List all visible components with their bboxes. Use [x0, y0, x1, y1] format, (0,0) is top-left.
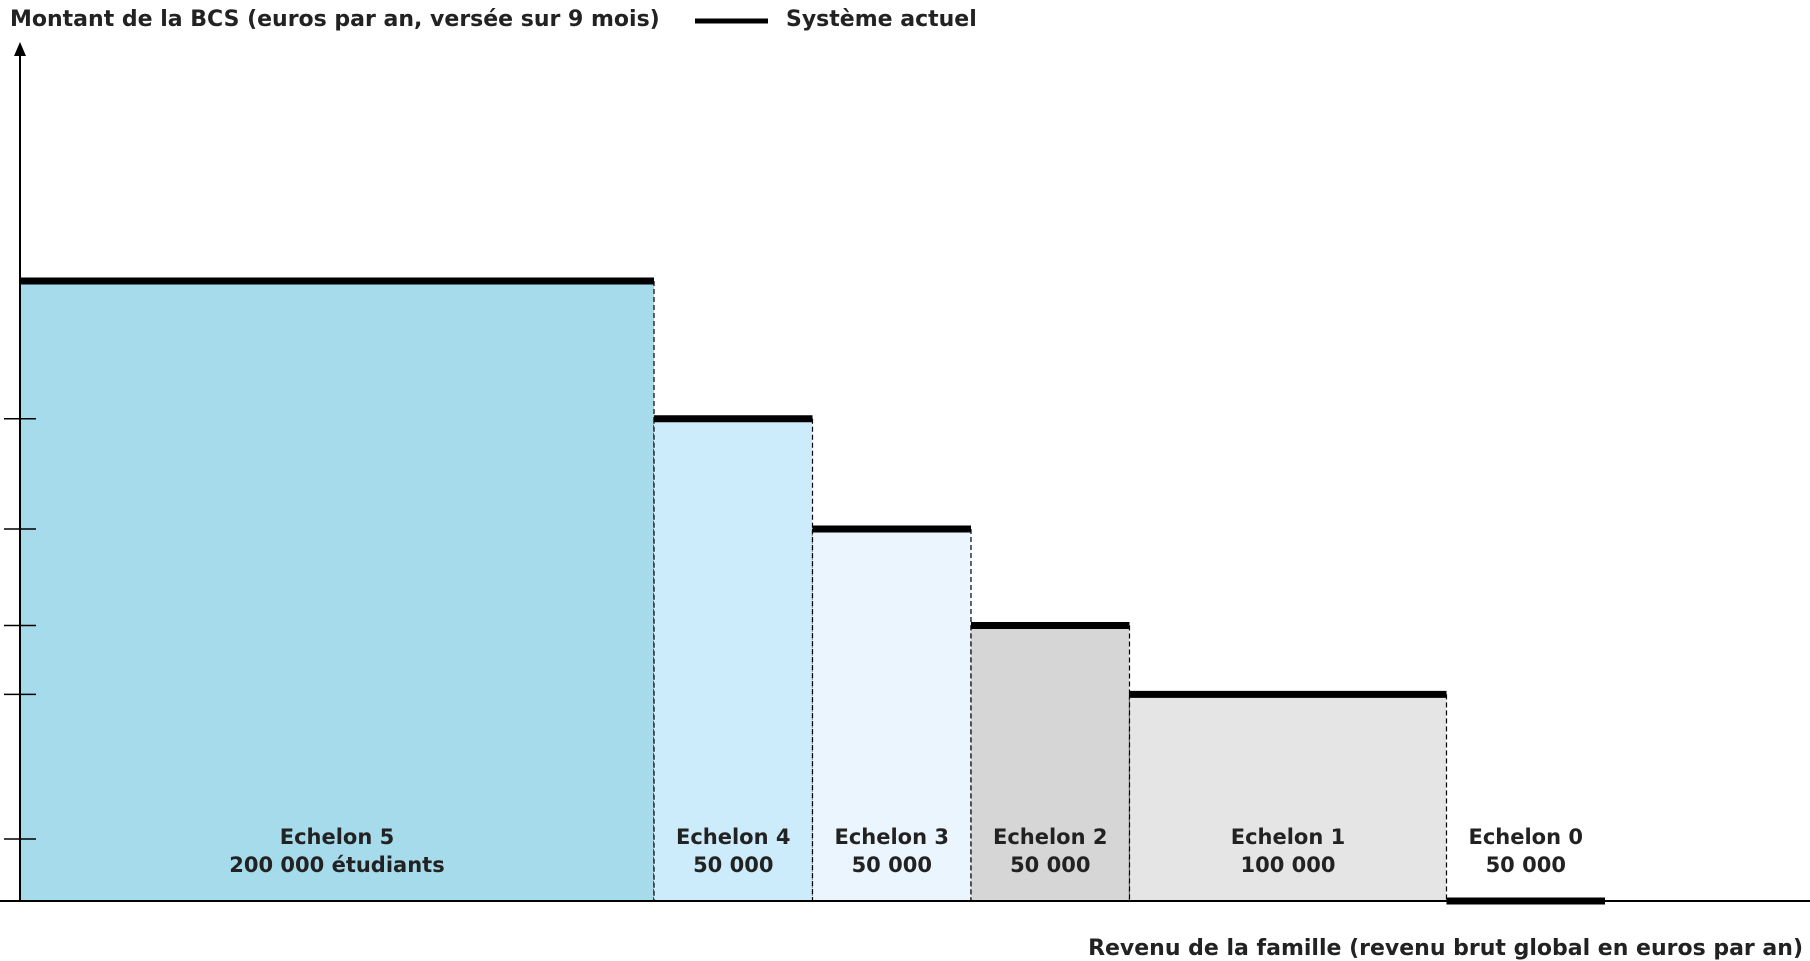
category-label-1: Echelon 4 — [676, 825, 791, 849]
category-label-4: Echelon 1 — [1231, 825, 1346, 849]
y-axis-label: Montant de la BCS (euros par an, versée … — [10, 7, 660, 32]
bar-4 — [1129, 694, 1447, 901]
bar-3 — [971, 625, 1130, 901]
bar-0 — [20, 281, 654, 901]
y-axis-arrow-icon — [14, 42, 26, 56]
x-axis-label: Revenu de la famille (revenu brut global… — [1088, 936, 1803, 961]
student-count-label-3: 50 000 — [1010, 853, 1090, 877]
category-label-0: Echelon 5 — [280, 825, 395, 849]
student-count-label-5: 50 000 — [1486, 853, 1566, 877]
student-count-label-1: 50 000 — [693, 853, 773, 877]
student-count-label-4: 100 000 — [1241, 853, 1336, 877]
category-label-3: Echelon 2 — [993, 825, 1108, 849]
legend-label: Système actuel — [786, 7, 977, 32]
bar-1 — [654, 418, 813, 901]
category-label-2: Echelon 3 — [835, 825, 950, 849]
student-count-label-0: 200 000 étudiants — [229, 853, 444, 877]
category-label-5: Echelon 0 — [1469, 825, 1584, 849]
student-count-label-2: 50 000 — [852, 853, 932, 877]
bar-2 — [812, 529, 971, 901]
